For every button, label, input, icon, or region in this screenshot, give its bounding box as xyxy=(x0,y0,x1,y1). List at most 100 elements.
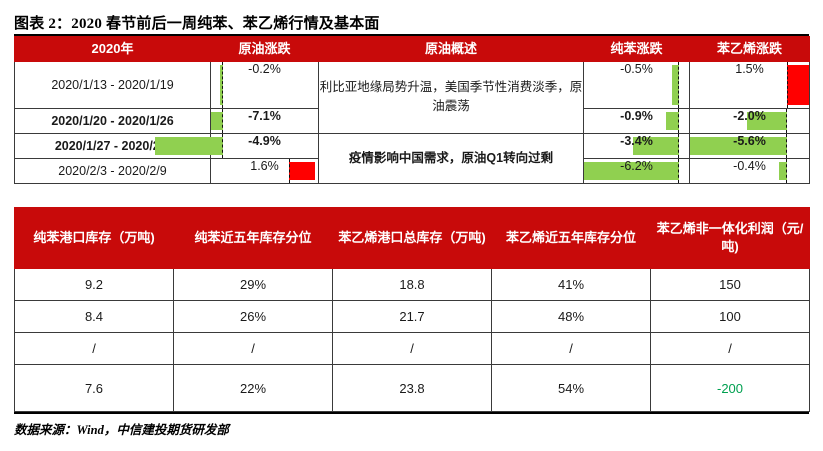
cell-benzene-percentile: 29% xyxy=(173,268,333,301)
cell-benzene-port-stock: 7.6 xyxy=(14,364,174,412)
data-bar-negative xyxy=(779,161,787,180)
data-bar-axis xyxy=(787,61,788,108)
cell-styrene-port-stock: / xyxy=(332,332,492,365)
data-bar-negative xyxy=(690,136,787,155)
cell-value: -2.0% xyxy=(733,108,766,123)
cell-benzene-port-stock: 9.2 xyxy=(14,268,174,301)
data-bar-axis xyxy=(222,133,223,158)
cell-styrene-change: -5.6% xyxy=(689,132,810,159)
data-bar-negative xyxy=(666,111,679,130)
cell-period: 2020/2/3 - 2020/2/9 xyxy=(14,157,211,184)
cell-styrene-percentile: 54% xyxy=(491,364,651,412)
cell-value: -4.9% xyxy=(248,133,281,148)
data-bar-positive xyxy=(787,64,809,105)
cell-styrene-margin: -200 xyxy=(650,364,810,412)
data-bar-negative xyxy=(747,111,787,130)
col-header-benzene-port-stock: 纯苯港口库存（万吨) xyxy=(14,207,174,269)
cell-benzene-change: -0.5% xyxy=(583,60,690,109)
data-bar-axis xyxy=(678,133,679,158)
cell-benzene-percentile: / xyxy=(173,332,333,365)
table2-header-row: 纯苯港口库存（万吨) 纯苯近五年库存分位 苯乙烯港口总库存（万吨) 苯乙烯近五年… xyxy=(14,207,810,269)
cell-styrene-port-stock: 18.8 xyxy=(332,268,492,301)
data-source-note: 数据来源：Wind，中信建投期货研发部 xyxy=(14,423,229,437)
cell-benzene-port-stock: / xyxy=(14,332,174,365)
cell-benzene-percentile: 22% xyxy=(173,364,333,412)
cell-styrene-port-stock: 21.7 xyxy=(332,300,492,333)
cell-benzene-change: -6.2% xyxy=(583,157,690,184)
data-bar-negative xyxy=(584,161,679,180)
cell-crude-change: -4.9% xyxy=(155,132,319,159)
fundamentals-table: 纯苯港口库存（万吨) 纯苯近五年库存分位 苯乙烯港口总库存（万吨) 苯乙烯近五年… xyxy=(14,207,810,412)
table-row: 2020/1/20 - 2020/1/26 -7.1% -0.9% xyxy=(14,107,810,134)
cell-styrene-change: 1.5% xyxy=(689,60,810,109)
col-header-styrene-percentile: 苯乙烯近五年库存分位 xyxy=(491,207,651,269)
cell-styrene-change: -0.4% xyxy=(689,157,810,184)
cell-benzene-change: -3.4% xyxy=(583,132,690,159)
cell-styrene-change: -2.0% xyxy=(689,107,810,134)
cell-styrene-margin: / xyxy=(650,332,810,365)
page-title: 图表 2：2020 春节前后一周纯苯、苯乙烯行情及基本面 xyxy=(14,16,380,32)
col-header-benzene: 纯苯涨跌 xyxy=(583,36,690,62)
table-row: 2020/2/3 - 2020/2/9 1.6% -6.2% xyxy=(14,157,810,184)
cell-value: -0.2% xyxy=(248,61,281,76)
col-header-period: 2020年 xyxy=(14,36,211,62)
data-bar-axis xyxy=(786,108,787,133)
cell-value: -6.2% xyxy=(620,158,653,173)
data-bar-negative xyxy=(633,136,679,155)
cell-value: -5.6% xyxy=(733,133,766,148)
cell-value: -3.4% xyxy=(620,133,653,148)
data-bar-negative xyxy=(220,64,223,105)
market-quotes-table: 2020年 原油涨跌 原油概述 纯苯涨跌 苯乙烯涨跌 2020/1/13 - 2… xyxy=(14,36,810,184)
col-header-benzene-percentile: 纯苯近五年库存分位 xyxy=(173,207,333,269)
cell-crude-change: -0.2% xyxy=(210,60,319,109)
data-bar-negative xyxy=(155,136,223,155)
cell-benzene-port-stock: 8.4 xyxy=(14,300,174,333)
data-bar-negative xyxy=(672,64,679,105)
cell-crude-description: 疫情影响中国需求，原油Q1转向过剩 xyxy=(318,132,584,184)
cell-styrene-percentile: / xyxy=(491,332,651,365)
table-row: 2020/1/13 - 2020/1/19 -0.2% 利比亚地缘局势升温，美国… xyxy=(14,60,810,134)
cell-period: 2020/1/13 - 2020/1/19 xyxy=(14,60,211,109)
footer-divider xyxy=(14,412,809,414)
data-bar-axis xyxy=(222,108,223,133)
cell-styrene-percentile: 48% xyxy=(491,300,651,333)
col-header-crude: 原油涨跌 xyxy=(210,36,319,62)
table-row: / / / / / xyxy=(14,332,810,365)
col-header-crude-desc: 原油概述 xyxy=(318,36,584,62)
title-divider xyxy=(14,34,809,36)
cell-period: 2020/1/20 - 2020/1/26 xyxy=(14,107,211,134)
cell-crude-description: 利比亚地缘局势升温，美国季节性消费淡季，原油震荡 xyxy=(318,60,584,134)
data-bar-positive xyxy=(289,161,315,180)
cell-value: 1.5% xyxy=(735,61,764,76)
table-row: 9.2 29% 18.8 41% 150 xyxy=(14,268,810,301)
data-bar-negative xyxy=(211,111,223,130)
cell-benzene-percentile: 26% xyxy=(173,300,333,333)
data-bar-axis xyxy=(678,61,679,108)
col-header-styrene-margin: 苯乙烯非一体化利润（元/吨) xyxy=(650,207,810,269)
data-bar-axis xyxy=(786,158,787,183)
table-row: 8.4 26% 21.7 48% 100 xyxy=(14,300,810,333)
cell-value: 1.6% xyxy=(250,158,279,173)
cell-styrene-margin: 100 xyxy=(650,300,810,333)
cell-styrene-percentile: 41% xyxy=(491,268,651,301)
cell-value: -0.5% xyxy=(620,61,653,76)
data-bar-axis xyxy=(678,158,679,183)
data-bar-axis xyxy=(289,158,290,183)
cell-crude-change: 1.6% xyxy=(210,157,319,184)
cell-styrene-margin: 150 xyxy=(650,268,810,301)
cell-crude-change: -7.1% xyxy=(210,107,319,134)
table-row: 2020/1/27 - 2020/2/2 -4.9% 疫情影响中国需求，原油Q1… xyxy=(14,132,810,184)
cell-value: -0.9% xyxy=(620,108,653,123)
col-header-styrene-port-stock: 苯乙烯港口总库存（万吨) xyxy=(332,207,492,269)
data-bar-axis xyxy=(222,61,223,108)
cell-benzene-change: -0.9% xyxy=(583,107,690,134)
cell-value: -0.4% xyxy=(733,158,766,173)
data-bar-axis xyxy=(786,133,787,158)
cell-styrene-port-stock: 23.8 xyxy=(332,364,492,412)
table1-header-row: 2020年 原油涨跌 原油概述 纯苯涨跌 苯乙烯涨跌 xyxy=(14,36,810,62)
data-bar-axis xyxy=(678,108,679,133)
col-header-styrene: 苯乙烯涨跌 xyxy=(689,36,810,62)
cell-value: -7.1% xyxy=(248,108,281,123)
table-row: 7.6 22% 23.8 54% -200 xyxy=(14,364,810,412)
